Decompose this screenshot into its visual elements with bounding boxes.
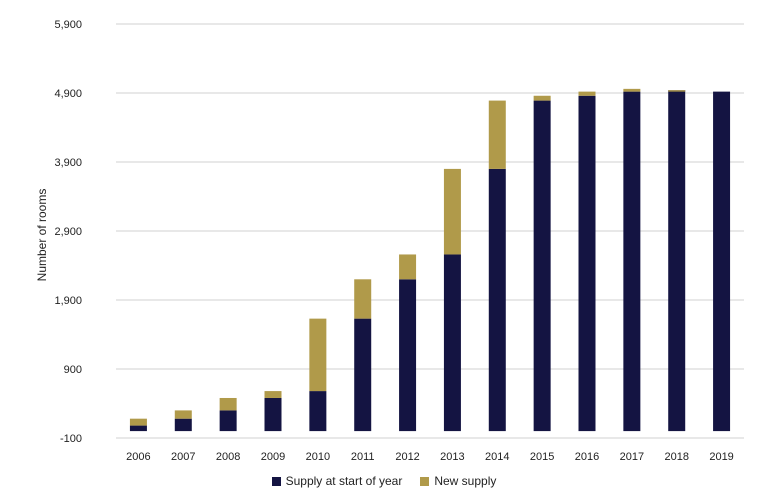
bar-new-supply-2018 [668,90,686,92]
y-tick-label: 3,900 [54,157,82,169]
axis-layer: -100 900 1,900 2,900 3,900 4,900 5,900 2006 2007… [54,19,733,463]
bar-new-supply-2008 [219,397,237,411]
x-tick-label: 2010 [306,451,330,463]
legend-item-new-supply: New supply [420,474,496,488]
stacked-bar-chart: -100 900 1,900 2,900 3,900 4,900 5,900 2006 2007… [35,19,744,463]
bar-supply-2007 [174,418,192,432]
bar-new-supply-2011 [354,279,372,319]
bar-new-supply-2016 [578,91,596,96]
x-tick-label: 2007 [171,451,195,463]
y-tick-label: 4,900 [54,88,82,100]
y-tick-label: 2,900 [54,226,82,238]
bar-new-supply-2009 [264,391,282,398]
bar-new-supply-2012 [399,254,417,280]
x-tick-label: 2013 [440,451,464,463]
y-tick-label: -100 [60,433,82,445]
bar-new-supply-2014 [488,100,506,169]
legend-label-supply: Supply at start of year [285,474,403,488]
legend-item-supply: Supply at start of year [271,474,403,488]
bar-supply-2016 [578,95,596,432]
bar-supply-2014 [488,168,506,432]
legend-swatch-new-supply [420,476,430,486]
bar-new-supply-2015 [533,95,551,101]
bar-new-supply-2006 [129,418,147,426]
bar-new-supply-2010 [309,318,327,392]
y-tick-label: 5,900 [54,19,82,31]
bar-new-supply-2007 [174,410,192,419]
x-tick-label: 2017 [620,451,644,463]
bar-supply-2018 [668,90,686,432]
x-tick-label: 2009 [261,451,285,463]
x-tick-label: 2006 [126,451,150,463]
bar-supply-2012 [399,279,417,432]
bar-supply-2017 [623,91,641,432]
bar-supply-2019 [713,91,731,432]
x-tick-label: 2018 [664,451,688,463]
legend: Supply at start of year New supply [0,474,768,488]
legend-swatch-supply [271,476,281,486]
bar-supply-2008 [219,410,237,432]
bar-supply-2009 [264,397,282,432]
y-axis-label: Number of rooms [35,189,49,282]
bar-supply-2006 [129,425,147,432]
bar-new-supply-2013 [443,168,461,255]
bar-new-supply-2017 [623,88,641,92]
x-tick-label: 2008 [216,451,240,463]
bar-supply-2015 [533,100,551,432]
bar-supply-2010 [309,391,327,432]
x-tick-label: 2014 [485,451,509,463]
x-tick-label: 2012 [395,451,419,463]
y-tick-label: 1,900 [54,295,82,307]
grid-layer [116,23,744,439]
x-tick-label: 2019 [709,451,733,463]
x-tick-label: 2015 [530,451,554,463]
legend-label-new-supply: New supply [434,474,497,488]
bars-layer [129,88,731,432]
bar-supply-2013 [443,254,461,432]
x-tick-label: 2011 [351,451,375,463]
bar-supply-2011 [354,318,372,432]
x-tick-label: 2016 [575,451,599,463]
y-tick-label: 900 [64,364,82,376]
